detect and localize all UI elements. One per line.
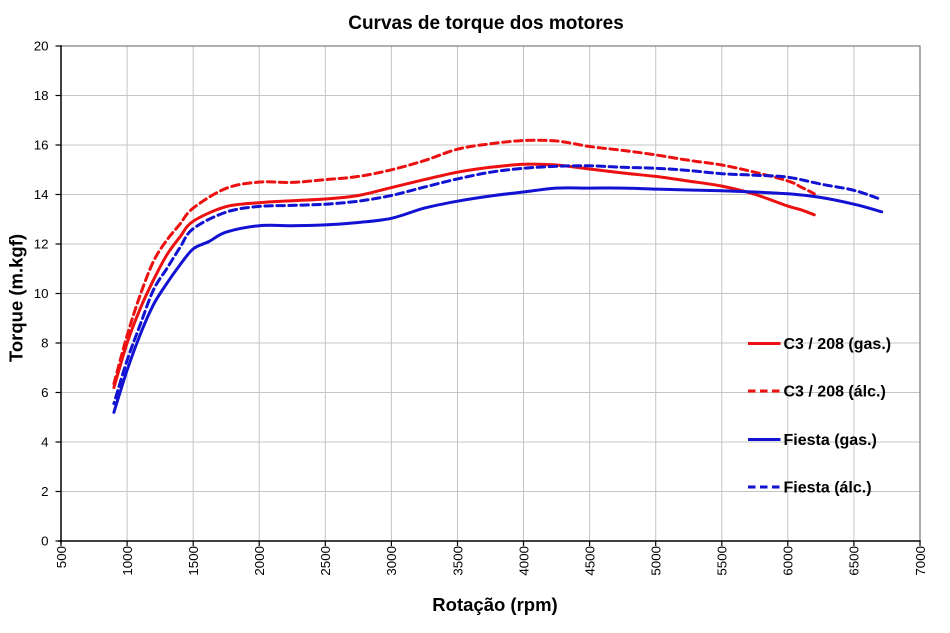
svg-text:Torque (m.kgf): Torque (m.kgf): [6, 234, 27, 362]
svg-text:12: 12: [34, 237, 49, 252]
svg-text:6: 6: [41, 385, 48, 400]
svg-text:Fiesta (álc.): Fiesta (álc.): [784, 480, 872, 497]
svg-text:Rotação (rpm): Rotação (rpm): [432, 594, 557, 615]
svg-text:18: 18: [34, 88, 49, 103]
svg-text:1500: 1500: [186, 546, 201, 576]
svg-text:10: 10: [34, 286, 49, 301]
svg-text:14: 14: [34, 187, 49, 202]
svg-text:C3 / 208 (álc.): C3 / 208 (álc.): [784, 384, 886, 401]
svg-text:Curvas de torque dos motores: Curvas de torque dos motores: [348, 13, 624, 34]
svg-text:20: 20: [34, 39, 49, 54]
svg-text:0: 0: [41, 534, 48, 549]
svg-text:1000: 1000: [120, 546, 135, 576]
svg-text:5000: 5000: [649, 546, 664, 576]
svg-text:2: 2: [41, 484, 48, 499]
svg-text:6000: 6000: [781, 546, 796, 576]
svg-text:4500: 4500: [582, 546, 597, 576]
svg-text:3500: 3500: [450, 546, 465, 576]
svg-text:2000: 2000: [252, 546, 267, 576]
svg-text:16: 16: [34, 138, 49, 153]
svg-text:500: 500: [54, 546, 69, 568]
svg-text:4: 4: [41, 435, 48, 450]
svg-text:8: 8: [41, 336, 48, 351]
svg-text:2500: 2500: [318, 546, 333, 576]
svg-text:3000: 3000: [384, 546, 399, 576]
svg-text:4000: 4000: [516, 546, 531, 576]
svg-text:6500: 6500: [847, 546, 862, 576]
svg-text:7000: 7000: [913, 546, 928, 576]
svg-text:Fiesta (gas.): Fiesta (gas.): [784, 432, 877, 449]
svg-text:C3 / 208 (gas.): C3 / 208 (gas.): [784, 336, 892, 353]
svg-text:5500: 5500: [715, 546, 730, 576]
